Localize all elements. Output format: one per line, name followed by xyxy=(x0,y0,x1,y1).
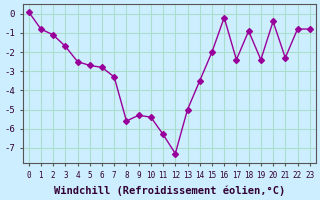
X-axis label: Windchill (Refroidissement éolien,°C): Windchill (Refroidissement éolien,°C) xyxy=(53,185,285,196)
